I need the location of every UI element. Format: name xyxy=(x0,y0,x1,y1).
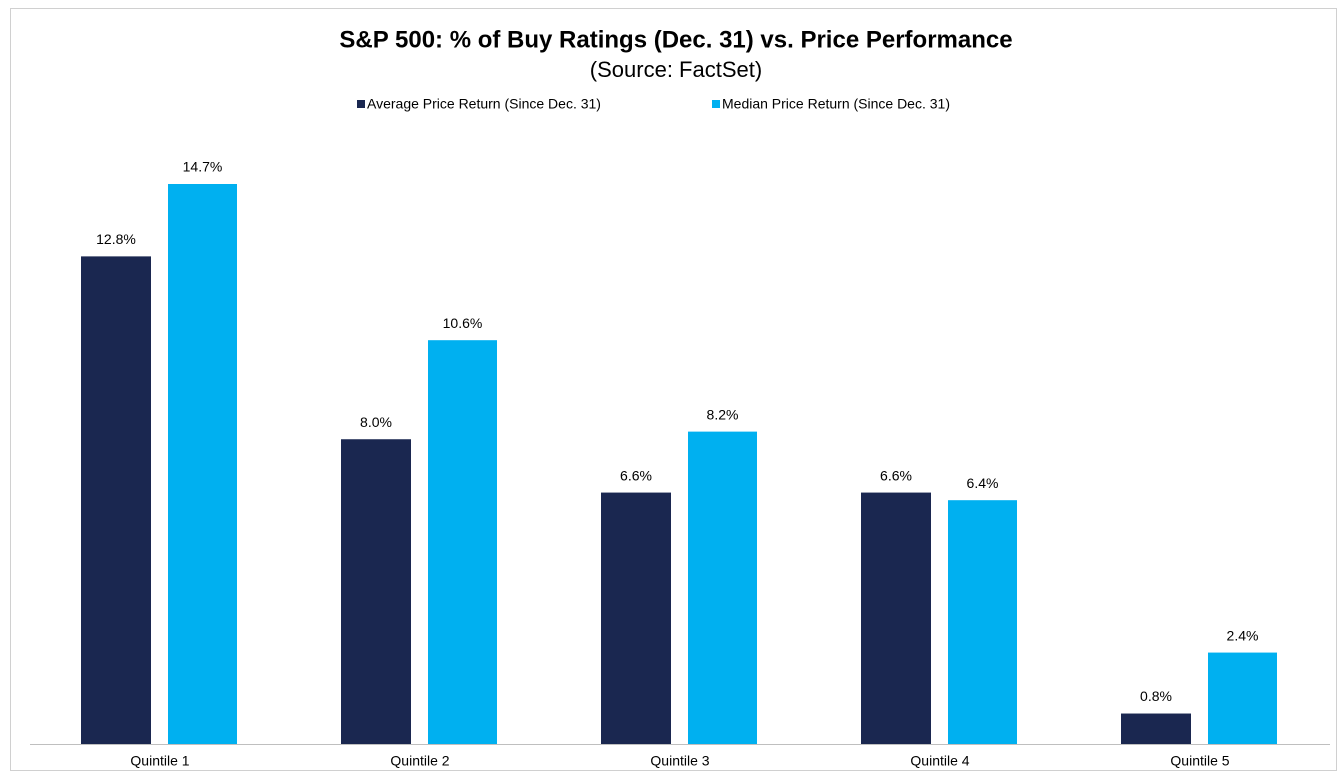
data-label: 6.6% xyxy=(880,467,912,483)
x-tick-label: Quintile 4 xyxy=(910,753,969,769)
legend-swatch xyxy=(712,100,720,108)
data-label: 12.8% xyxy=(96,231,136,247)
data-label: 8.2% xyxy=(707,406,739,422)
legend-label: Median Price Return (Since Dec. 31) xyxy=(722,96,950,112)
data-label: 6.6% xyxy=(620,467,652,483)
bar xyxy=(688,431,757,744)
bar xyxy=(428,340,497,744)
legend-swatch xyxy=(357,100,365,108)
bar xyxy=(1208,652,1277,744)
data-label: 8.0% xyxy=(360,414,392,430)
bar xyxy=(948,500,1017,744)
chart-title: S&P 500: % of Buy Ratings (Dec. 31) vs. … xyxy=(339,26,1012,53)
bar xyxy=(601,492,671,744)
data-label: 14.7% xyxy=(183,159,223,175)
x-tick-label: Quintile 5 xyxy=(1170,753,1229,769)
frame xyxy=(10,8,1337,771)
bar xyxy=(1121,713,1191,744)
bar xyxy=(81,256,151,744)
x-tick-label: Quintile 2 xyxy=(390,753,449,769)
x-tick-label: Quintile 3 xyxy=(650,753,709,769)
chart-subtitle: (Source: FactSet) xyxy=(590,57,762,82)
data-label: 10.6% xyxy=(443,315,483,331)
bar xyxy=(341,439,411,744)
data-label: 6.4% xyxy=(967,475,999,491)
bar xyxy=(168,184,237,744)
x-tick-label: Quintile 1 xyxy=(130,753,189,769)
bar xyxy=(861,492,931,744)
data-label: 0.8% xyxy=(1140,688,1172,704)
data-label: 2.4% xyxy=(1227,627,1259,643)
legend-label: Average Price Return (Since Dec. 31) xyxy=(367,96,601,112)
